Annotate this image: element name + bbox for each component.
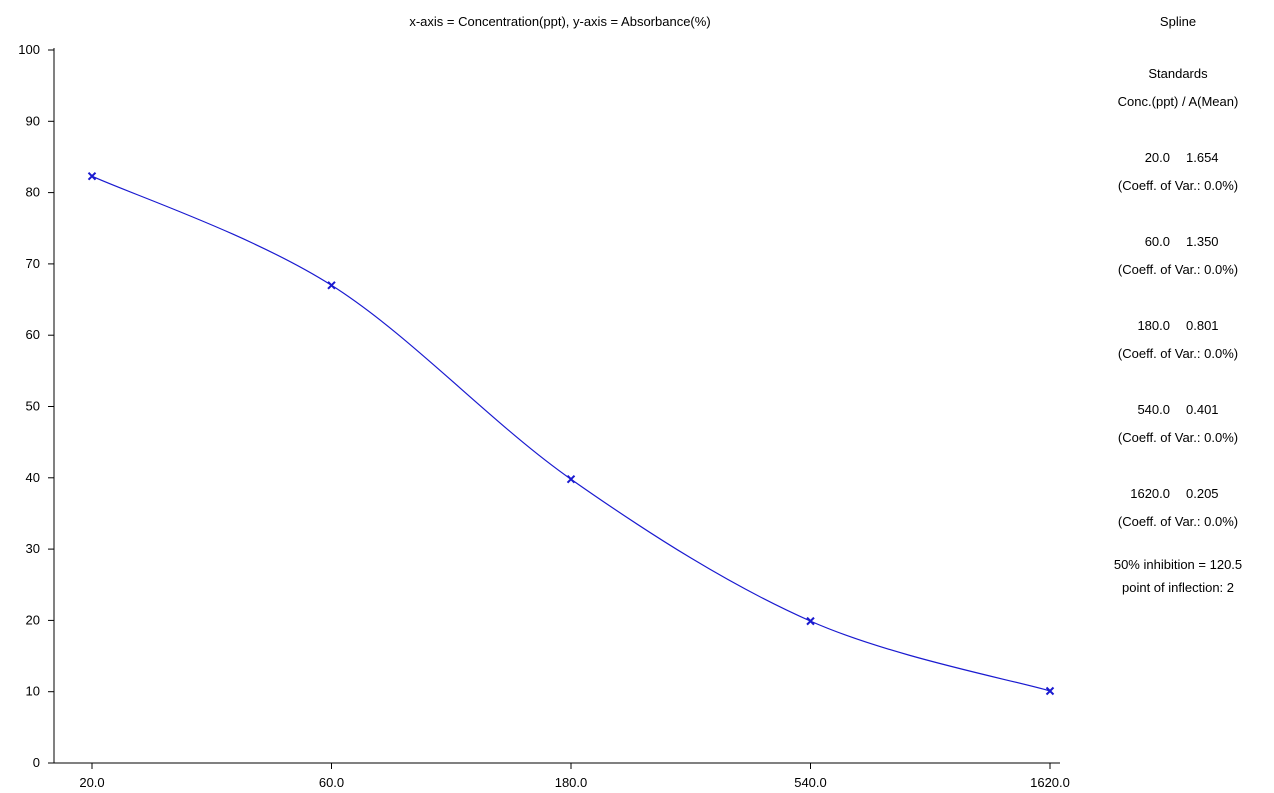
y-tick-label: 30: [26, 541, 40, 556]
data-point-marker: [87, 171, 97, 181]
standard-conc: 20.0: [1144, 150, 1170, 165]
inhibition-result: 50% inhibition = 120.5: [1113, 557, 1243, 572]
y-tick-label: 10: [26, 684, 40, 699]
standard-cv: (Coeff. of Var.: 0.0%): [1117, 262, 1239, 277]
standard-cv: (Coeff. of Var.: 0.0%): [1117, 178, 1239, 193]
standard-cv: (Coeff. of Var.: 0.0%): [1117, 430, 1239, 445]
standard-mean: 1.654: [1186, 150, 1219, 165]
standard-conc: 540.0: [1137, 402, 1170, 417]
standard-mean: 0.205: [1186, 486, 1219, 501]
y-tick-label: 80: [26, 185, 40, 200]
y-tick-label: 40: [26, 470, 40, 485]
data-point-marker: [1045, 686, 1055, 696]
x-tick-label: 1620.0: [1030, 775, 1070, 790]
method-label: Spline: [1159, 14, 1197, 29]
standard-conc: 180.0: [1137, 318, 1170, 333]
standards-columns-heading: Conc.(ppt) / A(Mean): [1117, 94, 1239, 109]
series-line: [91, 175, 1051, 692]
y-tick-label: 100: [18, 42, 40, 57]
y-tick-label: 70: [26, 256, 40, 271]
y-tick-label: 50: [26, 399, 40, 414]
inflection-result: point of inflection: 2: [1121, 580, 1235, 595]
standard-conc: 1620.0: [1130, 486, 1170, 501]
y-tick-label: 20: [26, 612, 40, 627]
x-tick-label: 180.0: [555, 775, 588, 790]
x-tick-label: 60.0: [319, 775, 344, 790]
standard-cv: (Coeff. of Var.: 0.0%): [1117, 346, 1239, 361]
y-tick-label: 90: [26, 113, 40, 128]
data-point-marker: [806, 616, 815, 626]
y-tick-label: 60: [26, 327, 40, 342]
chart-title: x-axis = Concentration(ppt), y-axis = Ab…: [409, 14, 711, 29]
standards-heading: Standards: [1148, 66, 1208, 81]
data-point-marker: [566, 475, 576, 484]
x-tick-label: 20.0: [79, 775, 104, 790]
standard-conc: 60.0: [1144, 234, 1170, 249]
y-tick-label: 0: [33, 755, 40, 770]
standard-cv: (Coeff. of Var.: 0.0%): [1117, 514, 1239, 529]
standard-mean: 1.350: [1186, 234, 1219, 249]
standard-mean: 0.801: [1186, 318, 1219, 333]
standard-mean: 0.401: [1186, 402, 1219, 417]
data-point-marker: [327, 281, 336, 290]
x-tick-label: 540.0: [794, 775, 827, 790]
